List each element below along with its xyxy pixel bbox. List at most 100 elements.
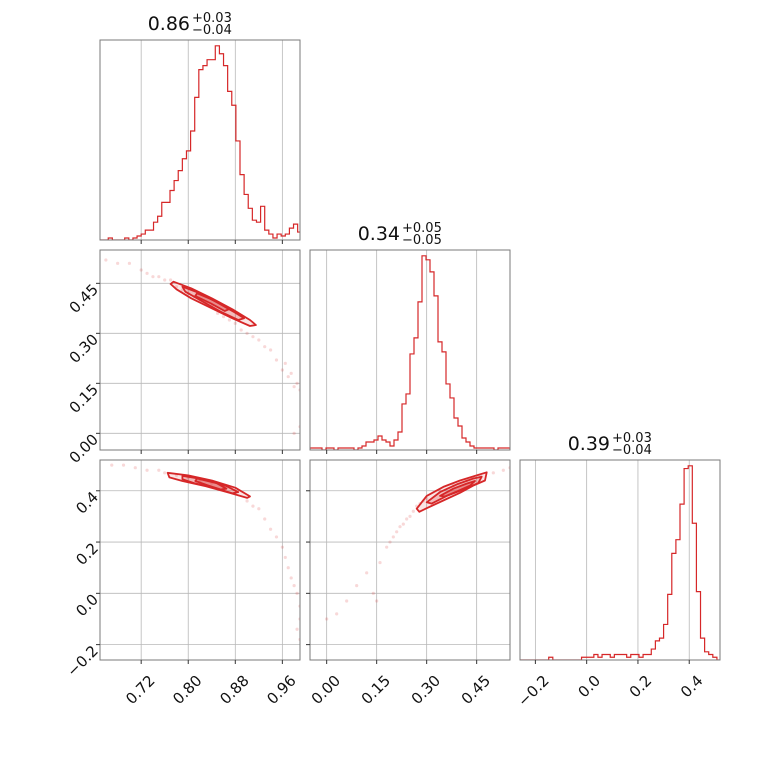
scatter-point — [325, 617, 329, 621]
scatter-point — [257, 507, 261, 511]
x-tick-label: 0.80 — [169, 672, 205, 708]
scatter-point — [286, 566, 290, 570]
scatter-point — [251, 335, 255, 339]
scatter-point — [274, 358, 279, 362]
chart-layer: 0.000.150.300.450.72 0.80 0.88 0.96−0.20.00… — [63, 11, 721, 710]
scatter-point — [345, 599, 349, 603]
scatter-point — [121, 463, 126, 467]
histogram-step-line — [310, 255, 510, 450]
scatter-point — [221, 315, 226, 319]
scatter-point — [163, 471, 167, 475]
panel-frame — [99, 39, 301, 241]
panel-content — [100, 45, 300, 240]
scatter-point — [501, 468, 505, 472]
scatter-point — [388, 540, 392, 544]
x-tick-label: 0.00 — [308, 672, 344, 708]
scatter-point — [335, 612, 339, 616]
panel-content — [325, 466, 510, 621]
x-tick-label: 0.4 — [677, 672, 707, 702]
scatter-point — [145, 468, 149, 472]
scatter-point — [286, 375, 290, 379]
panel-2-0: 0.72 0.80 0.88 0.96 −0.2 0.0 0.2 0.4 — [63, 459, 301, 708]
panel-content — [110, 463, 300, 642]
x-tick-label: 0.2 — [626, 672, 656, 702]
panel-frame — [309, 459, 511, 661]
scatter-point — [398, 525, 402, 529]
title-value: 0.34 — [358, 223, 400, 245]
y-tick-label: 0.4 — [72, 488, 102, 518]
scatter-point — [365, 571, 369, 575]
panel-1-1 — [309, 249, 511, 454]
scatter-point — [263, 517, 267, 521]
title-lower-error: −0.04 — [192, 23, 232, 38]
y-tick-label: −0.2 — [63, 642, 101, 680]
scatter-point — [110, 463, 114, 467]
scatter-point — [151, 275, 155, 279]
contour-level-3 — [194, 292, 231, 312]
panel-0-0 — [99, 39, 301, 244]
scatter-point — [375, 599, 379, 603]
scatter-point — [274, 535, 279, 539]
title-value: 0.39 — [568, 433, 610, 455]
scatter-point — [395, 530, 399, 534]
panel-content — [310, 255, 510, 450]
title-lower-error: −0.04 — [612, 443, 652, 458]
scatter-point — [289, 576, 293, 580]
panel-frame — [99, 459, 301, 661]
x-tick-label: 0.15 — [358, 672, 394, 708]
scatter-point — [233, 321, 237, 325]
panel-frame — [519, 459, 721, 661]
scatter-point — [239, 328, 243, 332]
scatter-point — [371, 591, 375, 595]
scatter-point — [411, 509, 415, 513]
scatter-point — [401, 522, 405, 526]
scatter-point — [391, 535, 395, 539]
title-upper-error: +0.03 — [192, 11, 232, 26]
scatter-point — [245, 499, 249, 503]
y-tick-label: 0.2 — [72, 539, 102, 569]
scatter-point — [385, 545, 389, 549]
y-tick-label: 0.00 — [66, 431, 102, 467]
panel-content — [104, 258, 300, 435]
scatter-point — [283, 361, 287, 365]
panel-2-2: −0.2 0.0 0.2 0.4 — [514, 459, 721, 710]
scatter-point — [295, 627, 299, 631]
panel-frame — [309, 249, 511, 451]
scatter-point — [295, 591, 299, 595]
y-tick-label: 0.45 — [66, 281, 102, 317]
scatter-point — [355, 584, 359, 588]
scatter-point — [292, 385, 296, 389]
scatter-point — [491, 471, 495, 475]
scatter-point — [283, 555, 287, 560]
panel-title-2: 0.34 +0.05−0.05 — [358, 221, 442, 248]
title-lower-error: −0.05 — [402, 233, 442, 248]
scatter-point — [292, 584, 296, 588]
scatter-point — [157, 468, 161, 472]
scatter-point — [408, 514, 412, 519]
scatter-point — [245, 331, 249, 335]
panel-title-3: 0.39 +0.03−0.04 — [568, 431, 652, 458]
panel-1-0: 0.00 0.15 0.30 0.45 — [66, 249, 301, 467]
scatter-point — [145, 271, 149, 275]
scatter-point — [292, 431, 296, 435]
scatter-point — [289, 371, 293, 375]
scatter-point — [227, 318, 232, 322]
y-tick-label: 0.30 — [66, 331, 102, 367]
panel-title-1: 0.86 +0.03−0.04 — [148, 11, 232, 38]
scatter-point — [216, 311, 220, 315]
panel-frame — [99, 249, 301, 451]
scatter-point — [116, 261, 120, 265]
scatter-point — [157, 275, 161, 279]
x-tick-label: 0.72 — [122, 672, 158, 708]
contour-level-3 — [439, 480, 476, 498]
scatter-point — [295, 381, 299, 385]
histogram-step-line — [100, 45, 300, 240]
scatter-point — [168, 278, 173, 282]
scatter-point — [263, 345, 267, 349]
x-tick-label: 0.45 — [458, 672, 494, 708]
panel-content — [520, 465, 720, 660]
scatter-point — [280, 545, 284, 549]
scatter-point — [378, 560, 382, 565]
y-tick-label: 0.0 — [72, 591, 102, 621]
